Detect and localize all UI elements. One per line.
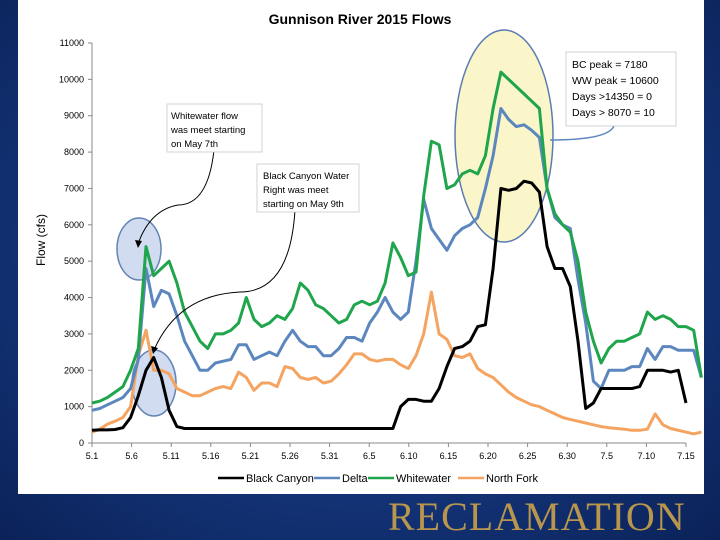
x-tick-label: 7.15 (677, 451, 695, 461)
axes (88, 42, 687, 447)
x-tick-label: 5.21 (242, 451, 260, 461)
y-tick-label: 10000 (59, 74, 84, 84)
y-tick-label: 3000 (64, 329, 84, 339)
x-tick-label: 7.10 (638, 451, 656, 461)
x-tick-label: 5.16 (202, 451, 220, 461)
series-line-delta (91, 107, 703, 412)
whitewater-callout-line-2: was meet starting (170, 125, 245, 136)
series-line-north-fork (91, 290, 702, 436)
x-tick-label: 5.26 (281, 451, 299, 461)
x-tick-label: 6.5 (363, 451, 376, 461)
chart-panel: Gunnison River 2015 Flows Flow (cfs) 0 10… (18, 0, 704, 494)
legend-label-whitewater: Whitewater (396, 473, 451, 485)
y-tick-label: 4000 (64, 293, 84, 303)
x-tick-label: 6.25 (519, 451, 537, 461)
y-tick-label: 7000 (64, 183, 84, 193)
black-canyon-callout-arrow (153, 209, 296, 351)
series-line-black-canyon (91, 179, 688, 432)
chart: Gunnison River 2015 Flows Flow (cfs) 0 10… (34, 11, 703, 485)
whitewater-callout: Whitewater flow was meet starting on May… (166, 103, 263, 153)
x-tick-label: 5.11 (163, 451, 180, 461)
stats-line-1: BC peak = 7180 (572, 59, 648, 71)
black-canyon-callout-line-1: Black Canyon Water (263, 171, 349, 182)
x-tick-label: 6.10 (400, 451, 418, 461)
whitewater-highlight-ellipse (116, 217, 162, 281)
whitewater-callout-arrowhead (135, 240, 142, 248)
y-tick-label: 8000 (64, 147, 84, 157)
y-tick-label: 9000 (64, 111, 84, 121)
legend: Black Canyon Delta Whitewater North Fork (218, 473, 538, 485)
stats-line-3: Days >14350 = 0 (572, 91, 652, 103)
black-canyon-callout-line-3: starting on May 9th (263, 199, 344, 210)
whitewater-callout-line-3: on May 7th (171, 139, 218, 150)
y-tick-label: 0 (79, 438, 84, 448)
stats-line-2: WW peak = 10600 (572, 75, 659, 87)
x-tick-labels: 5.1 5.6 5.11 5.16 5.21 5.26 5.31 6.5 6.10 6.15 6.2… (86, 451, 695, 461)
legend-label-north-fork: North Fork (486, 473, 538, 485)
chart-title: Gunnison River 2015 Flows (269, 11, 452, 27)
whitewater-callout-arrow (137, 149, 215, 245)
stats-callout-arrow (549, 125, 615, 141)
legend-label-delta: Delta (342, 473, 369, 485)
x-tick-label: 6.30 (558, 451, 576, 461)
y-tick-labels: 0 1000 2000 3000 4000 5000 6000 7000 8000 9000 100… (59, 38, 84, 448)
peak-highlight-ellipse (454, 29, 554, 243)
y-tick-label: 5000 (64, 256, 84, 266)
x-tick-label: 6.20 (479, 451, 497, 461)
black-canyon-callout-line-2: Right was meet (263, 185, 329, 196)
black-canyon-callout: Black Canyon Water Right was meet starti… (256, 163, 360, 213)
y-tick-label: 1000 (64, 402, 84, 412)
x-tick-label: 5.31 (321, 451, 339, 461)
y-tick-label: 6000 (64, 220, 84, 230)
reclamation-logo: RECLAMATION (388, 494, 686, 539)
x-tick-label: 5.6 (125, 451, 138, 461)
highlight-ellipses (116, 29, 554, 417)
series-lines (91, 70, 703, 436)
y-tick-label: 2000 (64, 365, 84, 375)
x-tick-label: 6.15 (440, 451, 458, 461)
series-line-whitewater (91, 70, 703, 405)
peak-stats-box: BC peak = 7180 WW peak = 10600 Days >143… (565, 51, 677, 127)
y-tick-label: 11000 (60, 38, 84, 48)
y-axis-label: Flow (cfs) (34, 214, 48, 266)
stats-line-4: Days > 8070 = 10 (572, 107, 655, 119)
x-tick-label: 7.5 (601, 451, 614, 461)
black-canyon-callout-arrowhead (151, 346, 158, 354)
x-tick-label: 5.1 (86, 451, 99, 461)
legend-label-black-canyon: Black Canyon (246, 473, 314, 485)
whitewater-callout-line-1: Whitewater flow (171, 111, 238, 122)
